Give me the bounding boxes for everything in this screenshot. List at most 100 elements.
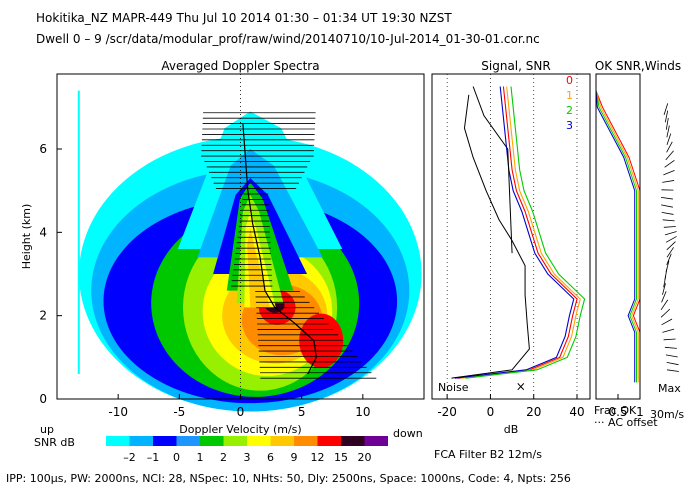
wind-barb — [660, 299, 669, 311]
wind-barb — [666, 133, 672, 145]
signal-x-tick-label: -20 — [437, 405, 457, 419]
wind-barb — [661, 291, 667, 303]
wind-barb — [666, 247, 674, 258]
frac-ok-label: Frac OK — [594, 404, 637, 417]
wind-barb — [666, 125, 670, 138]
ok-title: OK SNR,Winds — [595, 59, 681, 73]
x-tick-label: 5 — [298, 405, 306, 419]
frac-ok-curve-1 — [595, 90, 639, 383]
wind-barb — [666, 253, 672, 265]
colorbar-tick: 0 — [173, 451, 180, 464]
signal-x-tick-label: 20 — [526, 405, 541, 419]
snr-contour-9 — [299, 313, 344, 368]
wind-barb — [662, 219, 675, 222]
wind-barb — [664, 160, 675, 168]
snr-curve-3 — [454, 86, 575, 379]
channel-label-1: 1 — [566, 89, 573, 102]
ac-offset-label: ··· AC offset — [594, 416, 658, 429]
wind-barb — [660, 308, 671, 318]
wind-barb — [662, 328, 675, 333]
colorbar-tick: 1 — [197, 451, 204, 464]
colorbar-swatch-8 — [294, 436, 318, 446]
y-tick-label: 2 — [39, 309, 47, 323]
y-axis-label: Height (km) — [20, 204, 33, 270]
x-tick-label: -5 — [173, 405, 185, 419]
colorbar-tick: –1 — [147, 451, 160, 464]
wind-barb — [662, 180, 675, 183]
noise-curve — [451, 94, 530, 379]
signal-snr-panel: Signal, SNR -20 0 20 40 0 1 2 3 × Noise dB — [431, 59, 591, 436]
wind-barb — [663, 338, 676, 341]
wind-barb — [664, 346, 677, 349]
signal-frame — [431, 73, 591, 400]
params-line: IPP: 100µs, PW: 2000ns, NCI: 28, NSpec: … — [6, 472, 571, 485]
wind-barb — [665, 354, 678, 358]
frac-ok-curve-2 — [595, 90, 637, 383]
snr-curve-0 — [457, 86, 578, 379]
signal-title: Signal, SNR — [481, 59, 550, 73]
wind-barb — [666, 361, 679, 366]
x-tick-label: 0 — [237, 405, 245, 419]
snr-curve-1 — [461, 86, 581, 379]
colorbar-swatch-10 — [341, 436, 365, 446]
down-label: down — [393, 427, 423, 440]
wind-barb — [663, 226, 676, 228]
colorbar-tick: 6 — [267, 451, 274, 464]
noise-label: Noise — [438, 381, 469, 394]
wind-barb — [665, 117, 669, 130]
up-label: up — [40, 423, 54, 436]
header-title: Hokitika_NZ MAPR-449 Thu Jul 10 2014 01:… — [36, 11, 452, 25]
colorbar-tick: 3 — [244, 451, 251, 464]
colorbar-tick: –2 — [123, 451, 136, 464]
wind-barb — [661, 318, 673, 326]
y-tick-label: 4 — [39, 225, 47, 239]
cyan-artifact-strip — [77, 90, 80, 375]
channel-label-3: 3 — [566, 119, 573, 132]
colorbar-tick: 15 — [334, 451, 348, 464]
colorbar-swatch-0 — [106, 436, 130, 446]
colorbar-swatch-7 — [270, 436, 294, 446]
ok-frame — [595, 73, 641, 400]
channel-label-0: 0 — [566, 74, 573, 87]
channel-label-2: 2 — [566, 104, 573, 117]
spectra-title: Averaged Doppler Spectra — [161, 59, 319, 73]
wind-barb — [663, 103, 669, 115]
colorbar-swatch-11 — [364, 436, 388, 446]
wind-barb — [661, 211, 674, 215]
signal-curve — [472, 86, 513, 254]
wind-barb — [666, 369, 679, 372]
doppler-spectra-panel: Averaged Doppler Spectra -10 -5 0 5 10 0 2 4 6 Hei… — [20, 59, 425, 440]
signal-x-tick-label: 40 — [569, 405, 584, 419]
noise-marker: × — [516, 380, 526, 394]
colorbar-swatch-2 — [153, 436, 177, 446]
x-axis-label: Doppler Velocity (m/s) — [179, 423, 301, 436]
ok-x-tick-label: 0.5 — [608, 405, 627, 419]
signal-x-tick-label: 0 — [487, 405, 495, 419]
wind-barb — [660, 196, 673, 200]
colorbar-tick: 12 — [311, 451, 325, 464]
filter-label: FCA Filter B2 12m/s — [434, 448, 542, 461]
max-label: Max — [658, 382, 681, 395]
wind-barb — [664, 231, 677, 236]
frac-ok-curve-3 — [595, 90, 636, 383]
ok-x-tick-label: 1 — [636, 405, 644, 419]
wind-barb — [666, 241, 676, 251]
wind-barb — [666, 141, 673, 153]
wind-barb — [665, 236, 677, 243]
snr-colorbar: SNR dB–2 –1 0 1 2 3 6 9 12 15 20 — [34, 436, 388, 464]
y-tick-label: 0 — [39, 392, 47, 406]
signal-x-label: dB — [504, 423, 519, 436]
x-tick-label: 10 — [355, 405, 370, 419]
colorbar-swatch-5 — [223, 436, 247, 446]
wind-barb — [662, 283, 666, 295]
wind-barb — [663, 170, 675, 176]
header-file: Dwell 0 – 9 /scr/data/modular_prof/raw/w… — [36, 32, 540, 46]
colorbar-label: SNR dB — [34, 436, 75, 449]
y-tick-label: 6 — [39, 142, 47, 156]
wind-barb — [664, 110, 669, 123]
colorbar-swatch-6 — [247, 436, 271, 446]
colorbar-tick: 9 — [291, 451, 298, 464]
wind-barb — [661, 204, 673, 208]
